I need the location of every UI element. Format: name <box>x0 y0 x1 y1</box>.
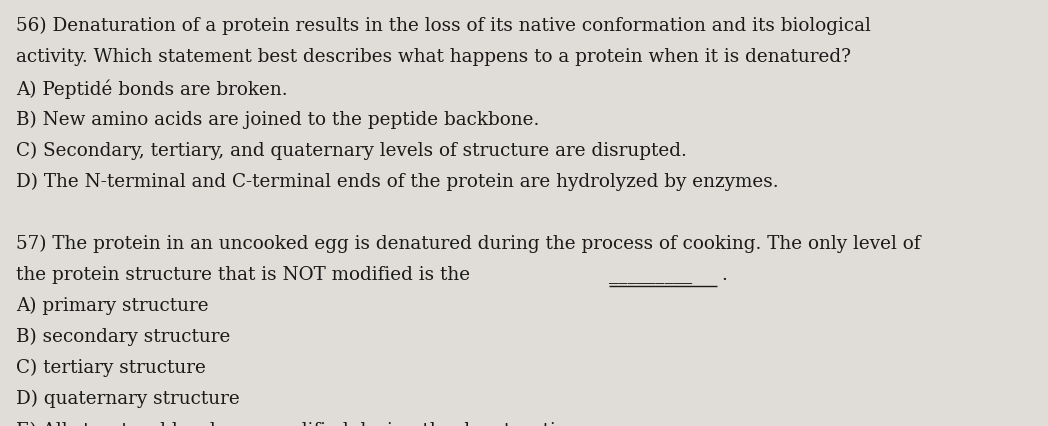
Text: A) Peptidé bonds are broken.: A) Peptidé bonds are broken. <box>16 79 287 99</box>
Text: D) quaternary structure: D) quaternary structure <box>16 390 240 409</box>
Text: B) New amino acids are joined to the peptide backbone.: B) New amino acids are joined to the pep… <box>16 110 539 129</box>
Text: .: . <box>721 266 726 284</box>
Text: the protein structure that is NOT modified is the: the protein structure that is NOT modifi… <box>16 266 476 284</box>
Text: C) Secondary, tertiary, and quaternary levels of structure are disrupted.: C) Secondary, tertiary, and quaternary l… <box>16 141 686 160</box>
Text: E) All structural levels are modified during the denaturation process.: E) All structural levels are modified du… <box>16 421 662 426</box>
Text: 57) The protein in an uncooked egg is denatured during the process of cooking. T: 57) The protein in an uncooked egg is de… <box>16 235 920 253</box>
Text: A) primary structure: A) primary structure <box>16 297 209 315</box>
Text: D) The N-terminal and C-terminal ends of the protein are hydrolyzed by enzymes.: D) The N-terminal and C-terminal ends of… <box>16 173 779 191</box>
Text: C) tertiary structure: C) tertiary structure <box>16 359 205 377</box>
Text: 56) Denaturation of a protein results in the loss of its native conformation and: 56) Denaturation of a protein results in… <box>16 17 871 35</box>
Text: B) secondary structure: B) secondary structure <box>16 328 231 346</box>
Text: activity. Which statement best describes what happens to a protein when it is de: activity. Which statement best describes… <box>16 48 851 66</box>
Text: _________: _________ <box>609 266 693 284</box>
